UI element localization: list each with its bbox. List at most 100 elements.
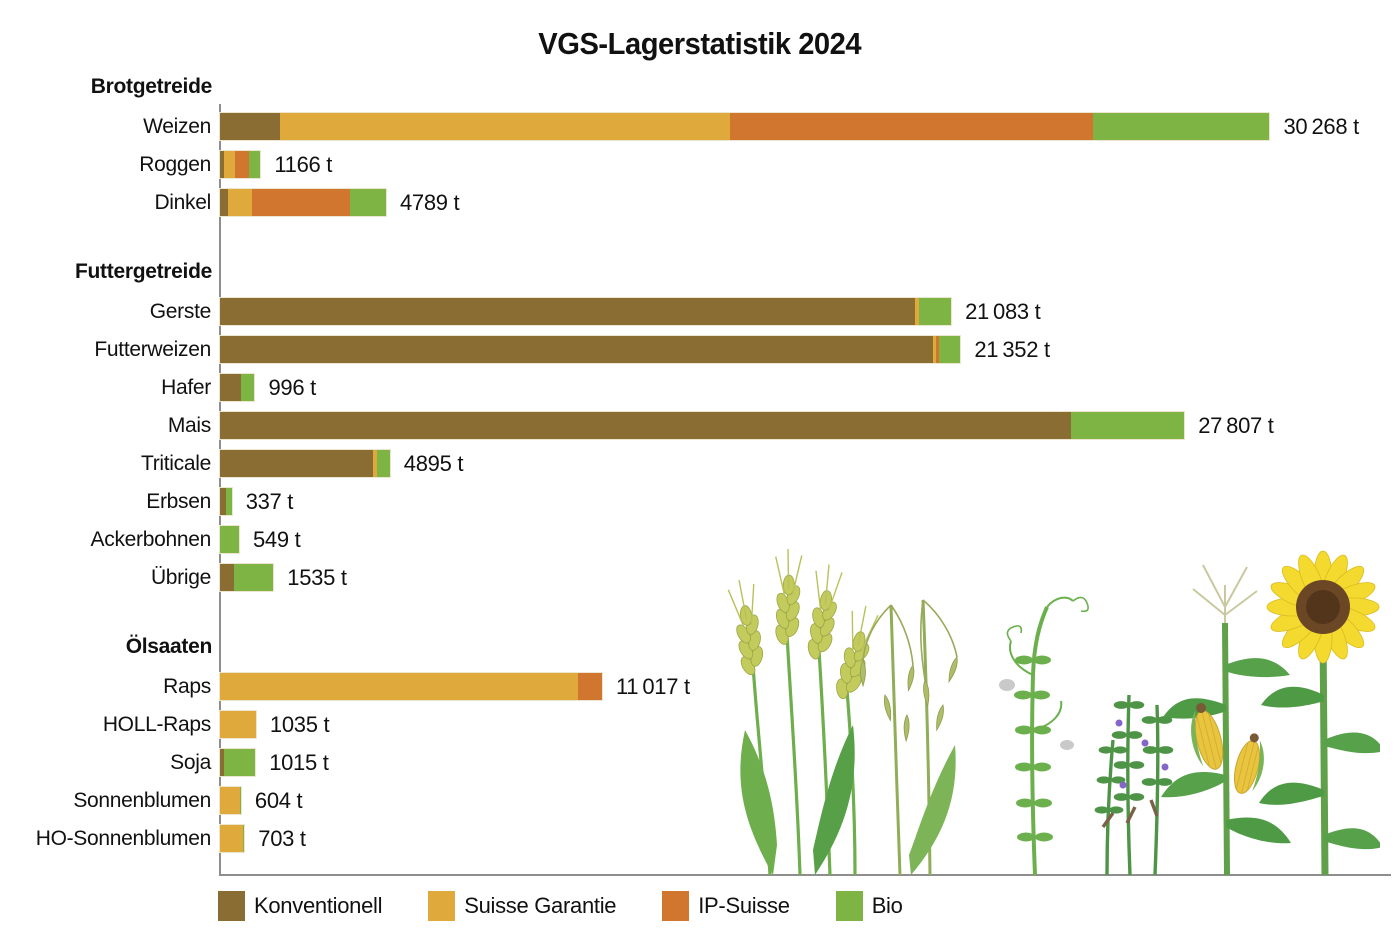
bar-row: HO-Sonnenblumen 703 t bbox=[0, 824, 1400, 853]
legend-label: Bio bbox=[871, 893, 903, 918]
bar-row: Raps 11 017 t bbox=[0, 672, 1400, 701]
row-label: Futterweizen bbox=[94, 337, 211, 361]
legend-label: Konventionell bbox=[254, 893, 383, 918]
value-label: 4789 t bbox=[399, 189, 460, 215]
bar-segment-bio bbox=[1071, 412, 1185, 439]
bar-segment-suisse-garantie bbox=[932, 336, 936, 363]
stacked-bar bbox=[219, 710, 257, 739]
bar-segment-konventionell bbox=[220, 298, 915, 325]
chart-group: Brotgetreide Weizen 30 268 t Roggen 1166 t Di… bbox=[0, 76, 1400, 217]
stacked-bar bbox=[219, 335, 962, 364]
bar-segment-konventionell bbox=[220, 113, 280, 140]
bar-segment-bio bbox=[939, 336, 961, 363]
bar-segment-suisse-garantie bbox=[220, 673, 579, 700]
bar-row: Roggen 1166 t bbox=[0, 150, 1400, 179]
bar-segment-ip-suisse bbox=[578, 673, 602, 700]
row-label: Erbsen bbox=[146, 489, 211, 513]
stacked-bar bbox=[219, 297, 953, 326]
value-label: 21 083 t bbox=[965, 298, 1041, 324]
value-label: 11 017 t bbox=[615, 673, 690, 699]
stacked-bar bbox=[219, 824, 246, 853]
value-label: 1035 t bbox=[269, 711, 330, 737]
row-label: Sonnenblumen bbox=[73, 788, 211, 812]
x-axis-line bbox=[219, 874, 1391, 876]
row-label: Mais bbox=[167, 413, 211, 437]
bar-segment-ip-suisse bbox=[730, 113, 1094, 140]
legend-item-bio: Bio bbox=[835, 891, 903, 921]
bar-segment-konventionell bbox=[220, 412, 1072, 439]
stacked-bar bbox=[219, 188, 387, 217]
bar-segment-bio bbox=[233, 564, 274, 591]
value-label: 549 t bbox=[253, 526, 301, 552]
bar-segment-bio bbox=[243, 825, 245, 852]
bar-segment-ip-suisse bbox=[251, 189, 350, 216]
value-label: 604 t bbox=[254, 787, 303, 813]
stacked-bar bbox=[219, 449, 391, 478]
row-label: Weizen bbox=[143, 114, 211, 138]
bar-segment-suisse-garantie bbox=[915, 298, 920, 325]
value-label: 1166 t bbox=[274, 151, 333, 177]
bar-segment-bio bbox=[919, 298, 952, 325]
value-label: 1015 t bbox=[269, 749, 329, 775]
bar-segment-suisse-garantie bbox=[372, 450, 377, 477]
stacked-bar bbox=[219, 672, 603, 701]
bar-row: Weizen 30 268 t bbox=[0, 112, 1400, 141]
chart-title: VGS-Lagerstatistik 2024 bbox=[538, 26, 862, 61]
bar-segment-konventionell bbox=[220, 374, 241, 401]
row-label: Ackerbohnen bbox=[90, 527, 212, 551]
row-label: Triticale bbox=[140, 451, 211, 475]
stacked-bar bbox=[219, 525, 240, 554]
stacked-bar bbox=[219, 373, 256, 402]
value-label: 21 352 t bbox=[974, 336, 1050, 362]
ip-suisse-swatch bbox=[662, 891, 690, 921]
row-label: Roggen bbox=[139, 152, 211, 176]
bar-row: Übrige 1535 t bbox=[0, 563, 1400, 592]
stacked-bar bbox=[219, 487, 233, 516]
bar-segment-konventionell bbox=[220, 564, 234, 591]
bar-segment-suisse-garantie bbox=[220, 711, 256, 738]
bar-segment-konventionell bbox=[220, 749, 224, 776]
stacked-bar bbox=[219, 112, 1271, 141]
suisse-garantie-swatch bbox=[428, 891, 456, 921]
bar-row: Futterweizen 21 352 t bbox=[0, 335, 1400, 364]
legend-item-ip-suisse: IP-Suisse bbox=[662, 891, 790, 921]
bar-segment-bio bbox=[240, 374, 255, 401]
bar-row: HOLL-Raps 1035 t bbox=[0, 710, 1400, 739]
row-label: Dinkel bbox=[154, 190, 211, 214]
value-label: 1535 t bbox=[287, 564, 347, 590]
bar-segment-konventionell bbox=[220, 488, 226, 515]
row-label: Übrige bbox=[150, 565, 211, 589]
bar-segment-bio bbox=[349, 189, 386, 216]
value-label: 30 268 t bbox=[1283, 113, 1359, 139]
bar-segment-bio bbox=[240, 787, 241, 814]
bar-segment-suisse-garantie bbox=[280, 113, 731, 140]
row-label: Gerste bbox=[149, 299, 212, 323]
row-label: HO-Sonnenblumen bbox=[35, 826, 212, 850]
value-label: 337 t bbox=[245, 488, 294, 514]
stacked-bar-chart: Brotgetreide Weizen 30 268 t Roggen 1166 t Di… bbox=[0, 76, 1400, 897]
bar-segment-konventionell bbox=[220, 450, 373, 477]
stacked-bar bbox=[219, 150, 262, 179]
legend-item-suisse-garantie: Suisse Garantie bbox=[428, 891, 617, 921]
bar-row: Soja 1015 t bbox=[0, 748, 1400, 777]
row-label: Raps bbox=[163, 674, 211, 698]
bar-segment-konventionell bbox=[220, 151, 224, 178]
bar-row: Dinkel 4789 t bbox=[0, 188, 1400, 217]
row-label: Hafer bbox=[161, 375, 211, 399]
legend-label: Suisse Garantie bbox=[464, 893, 617, 918]
bar-segment-suisse-garantie bbox=[228, 189, 252, 216]
bar-row: Ackerbohnen 549 t bbox=[0, 525, 1400, 554]
bar-row: Gerste 21 083 t bbox=[0, 297, 1400, 326]
value-label: 4895 t bbox=[403, 450, 464, 476]
konventionell-swatch bbox=[218, 891, 245, 921]
stacked-bar bbox=[219, 411, 1186, 440]
bar-segment-suisse-garantie bbox=[220, 825, 244, 852]
group-header: Brotgetreide bbox=[90, 75, 213, 98]
chart-group: Ölsaaten Raps 11 017 t HOLL-Raps 1035 t Soja 1… bbox=[0, 636, 1400, 853]
bar-segment-ip-suisse bbox=[935, 336, 940, 363]
value-label: 27 807 t bbox=[1198, 412, 1274, 438]
value-label: 996 t bbox=[268, 374, 316, 400]
bio-swatch bbox=[835, 891, 863, 921]
row-label: Soja bbox=[170, 750, 211, 774]
legend: Konventionell Suisse Garantie IP-Suisse … bbox=[218, 891, 903, 921]
